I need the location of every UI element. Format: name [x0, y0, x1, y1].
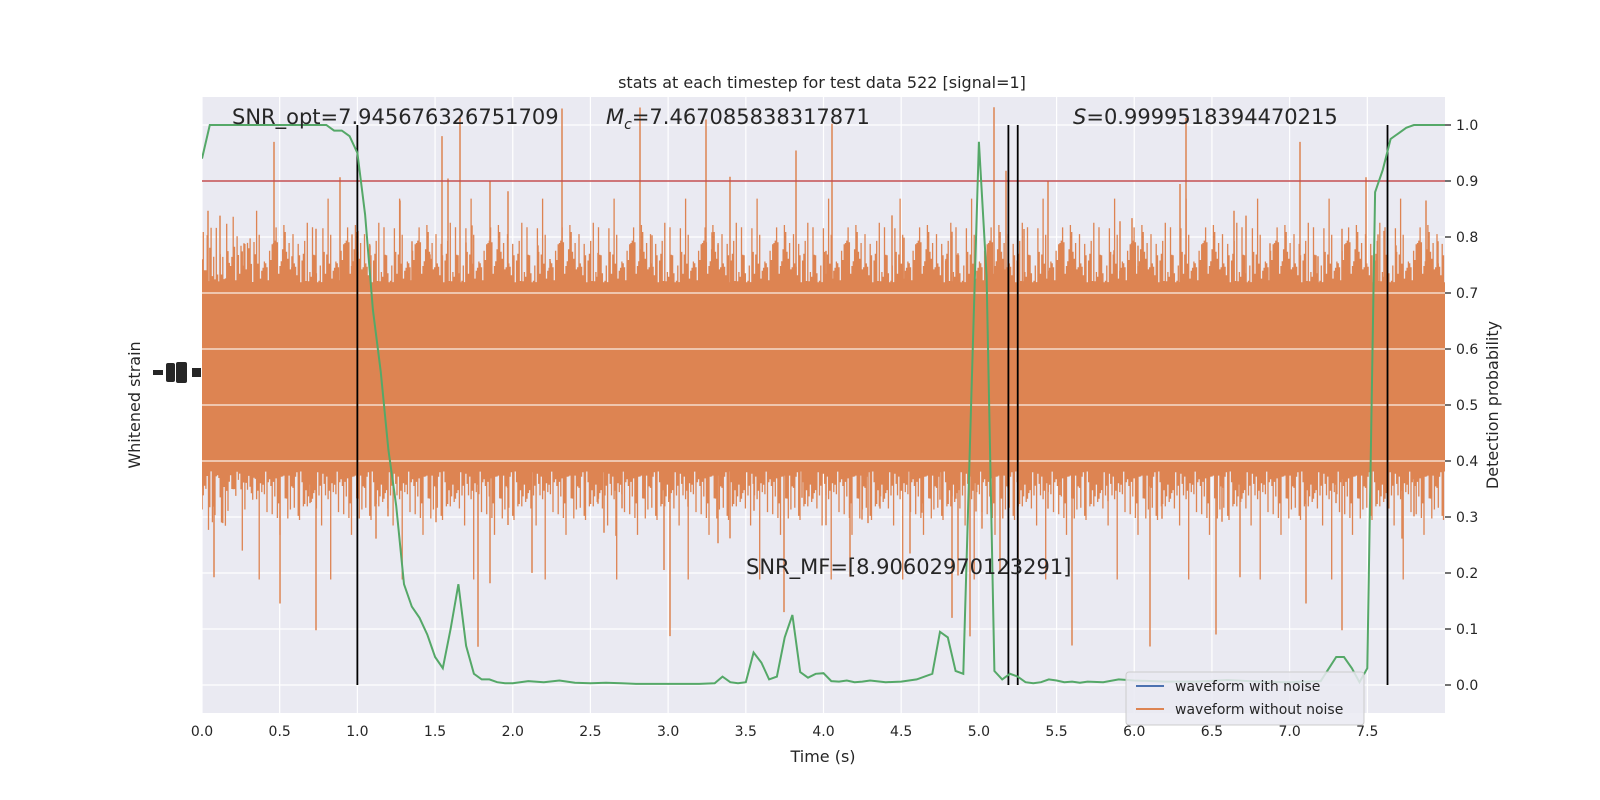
- left-tick-blob: [153, 370, 163, 375]
- y-tick-label: 0.3: [1456, 510, 1478, 526]
- vlines: [356, 125, 1389, 685]
- y-tick-label: 0.7: [1456, 286, 1478, 302]
- x-tick-label: 2.0: [502, 724, 524, 740]
- left-tick-blob: [192, 368, 201, 377]
- annotation-s: S=0.9999518394470215: [1073, 105, 1338, 129]
- x-tick-label: 3.0: [657, 724, 679, 740]
- x-tick-label: 1.5: [424, 724, 446, 740]
- x-tick-label: 4.5: [890, 724, 912, 740]
- annotation-snr-mf: SNR_MF=[8.90602970123291]: [746, 555, 1071, 580]
- y-axis-label-left: Whitened strain: [125, 341, 144, 468]
- left-axis-ticks-overlapping: [153, 362, 201, 383]
- x-tick-label: 5.0: [968, 724, 990, 740]
- waveform-without-noise-series: [202, 107, 1445, 647]
- y-tick-label: 0.5: [1456, 398, 1478, 414]
- x-tick-label: 5.5: [1045, 724, 1067, 740]
- legend: waveform with noise waveform without noi…: [1125, 671, 1365, 726]
- y-tick-label: 0.8: [1456, 230, 1478, 246]
- y-tick-label: 0.0: [1456, 678, 1478, 694]
- x-tick-label: 6.0: [1123, 724, 1145, 740]
- annotation-mc: Mc=7.467085838317871: [606, 105, 870, 133]
- y-tick-label: 0.6: [1456, 342, 1478, 358]
- left-tick-blob: [176, 362, 187, 383]
- y-tick-label: 0.4: [1456, 454, 1478, 470]
- left-tick-blob: [166, 363, 175, 382]
- x-tick-label: 6.5: [1201, 724, 1223, 740]
- legend-box: [1125, 671, 1365, 726]
- x-axis-label: Time (s): [789, 747, 855, 766]
- legend-label-without-noise: waveform without noise: [1175, 702, 1343, 718]
- y-tick-label: 0.2: [1456, 566, 1478, 582]
- x-tick-label: 1.0: [346, 724, 368, 740]
- x-tick-label: 0.5: [269, 724, 291, 740]
- x-tick-label: 7.5: [1356, 724, 1378, 740]
- y-axis-label-right: Detection probability: [1483, 321, 1502, 489]
- x-tick-label: 4.0: [812, 724, 834, 740]
- y-ticks-right: 0.0 0.1 0.2 0.3 0.4 0.5 0.6 0.7 0.8 0.9 1.0: [1445, 118, 1478, 694]
- x-tick-label: 0.0: [191, 724, 213, 740]
- y-tick-label: 0.9: [1456, 174, 1478, 190]
- y-tick-label: 1.0: [1456, 118, 1478, 134]
- x-tick-label: 7.0: [1278, 724, 1300, 740]
- y-tick-label: 0.1: [1456, 622, 1478, 638]
- x-tick-label: 2.5: [579, 724, 601, 740]
- chart-title: stats at each timestep for test data 522…: [618, 73, 1026, 92]
- x-ticks: 0.0 0.5 1.0 1.5 2.0 2.5 3.0 3.5 4.0 4.5 5.0 5.5 6.0 6…: [191, 724, 1379, 740]
- annotation-snr-opt: SNR_opt=7.945676326751709: [232, 105, 559, 130]
- x-tick-label: 3.5: [735, 724, 757, 740]
- legend-label-with-noise: waveform with noise: [1175, 679, 1320, 695]
